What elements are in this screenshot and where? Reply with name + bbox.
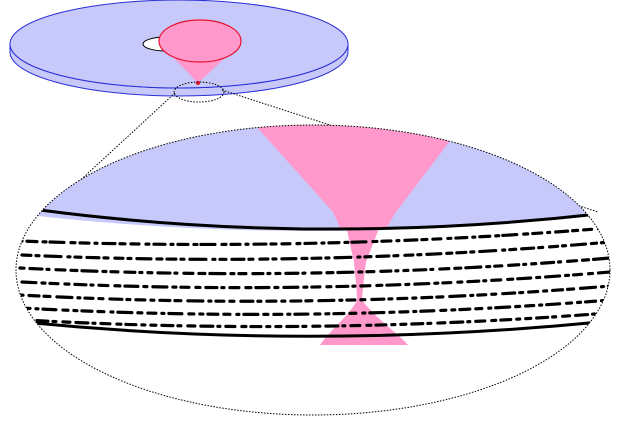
pit-row <box>20 240 610 261</box>
laser-cone <box>158 19 242 85</box>
pit-row <box>24 311 610 329</box>
data-pit-layers <box>18 226 610 329</box>
pit-row <box>18 284 610 303</box>
focus-spot <box>196 81 200 85</box>
pit-row <box>20 298 610 316</box>
data-layer-bottom-boundary <box>33 320 601 338</box>
pit-row <box>20 270 610 290</box>
pit-row <box>18 256 610 276</box>
magnifier-callout <box>15 124 611 416</box>
data-layer-top-boundary <box>39 208 599 231</box>
focused-beam <box>255 125 462 345</box>
magnifier-source-circle <box>173 81 225 103</box>
laser-lens <box>158 19 242 63</box>
pit-row <box>18 226 610 247</box>
magnified-view <box>16 125 610 415</box>
beam-waist <box>320 262 408 345</box>
